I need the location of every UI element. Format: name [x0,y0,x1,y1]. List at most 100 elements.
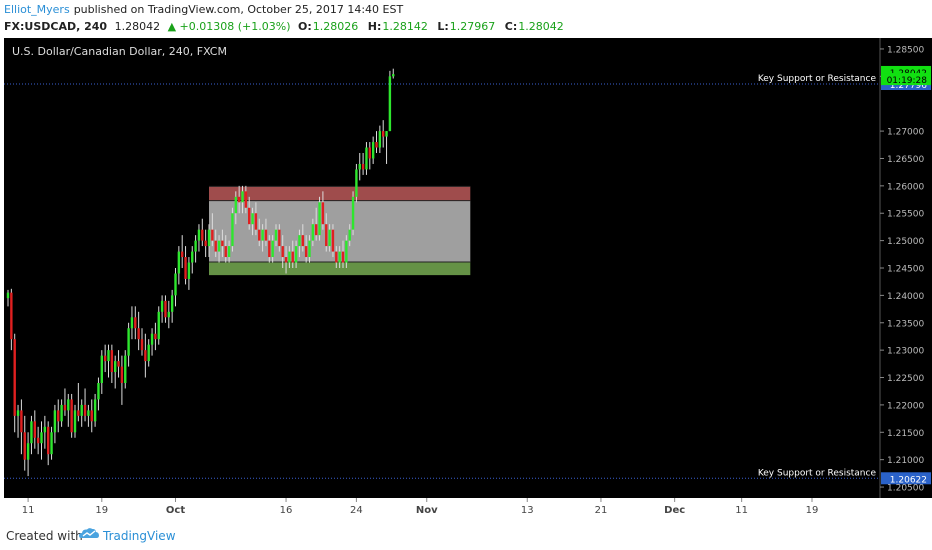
candle-body [77,410,80,416]
price-tick-label: 1.20500 [887,484,924,494]
candle-body [231,213,234,247]
candle-body [23,432,26,460]
candle-body [241,191,244,203]
candle-body [335,251,338,263]
price-tags: 1.2804201:19:28 [881,65,931,86]
candle-body [288,251,291,263]
candle-body [325,224,328,247]
candle-body [365,147,368,170]
candle-body [254,213,258,230]
candle-body [311,224,315,241]
candle-body [194,240,197,252]
candle-body [90,410,93,422]
candle-body [6,292,10,299]
candle-body [117,361,120,367]
ohlc-high-value: 1.28142 [382,20,428,33]
candle-body [258,229,261,241]
price-axis[interactable] [880,38,932,498]
candle-body [268,240,271,258]
candle-body [30,421,33,444]
candle-body [358,163,361,170]
candle-body [63,404,67,411]
candle-body [368,147,371,159]
candle-body [97,383,100,400]
price-tick-label: 1.25000 [887,237,924,247]
price-tick-label: 1.22000 [887,401,924,411]
ohlc-low-label: L: [437,20,449,33]
candle-body [60,404,63,422]
candle-body [331,229,335,252]
candle-body [83,404,87,416]
key-level-label: Key Support or Resistance [758,468,877,478]
tradingview-cloud-icon[interactable] [78,526,100,545]
price-tick-label: 1.21000 [887,456,924,466]
candle-body [170,295,174,312]
time-axis[interactable] [0,498,932,520]
candle-body [392,74,395,77]
author-link[interactable]: Elliot_Myers [4,3,70,16]
time-tick-label: 19 [95,505,108,516]
candle-body [244,191,248,208]
symbol-label[interactable]: FX:USDCAD, 240 [4,20,108,33]
support-zone [209,261,471,276]
candle-body [355,169,358,197]
tradingview-brand-link[interactable]: TradingView [103,529,176,543]
candle-body [214,240,217,252]
candle-body [197,229,201,241]
candle-body [177,251,181,274]
candle-body [80,404,83,416]
candle-body [87,410,90,416]
candle-body [114,361,117,373]
candle-body [264,229,268,241]
chart-header: Elliot_Myers published on TradingView.com… [0,0,932,38]
time-tick-label: 11 [735,505,748,516]
symbol-line: FX:USDCAD, 240 1.28042 ▲ +0.01308 (+1.03… [4,20,570,33]
candle-body [204,240,207,247]
candle-body [234,196,237,214]
candle-body [284,257,288,263]
candle-body [140,339,144,351]
candle-body [50,432,53,455]
candle-body [150,333,154,345]
candle-body [130,317,134,329]
candle-body [33,421,36,438]
candle-body [294,246,298,263]
candle-body [157,311,160,340]
candle-body [278,229,281,247]
candle-body [221,240,224,247]
candle-body [371,142,375,159]
candle-body [147,344,150,362]
price-tick-label: 1.27000 [887,128,924,138]
price-chart[interactable]: Key Support or Resistance 1.27796 Key Supp… [0,38,932,520]
candle-body [261,229,264,241]
candle-body [321,202,325,225]
time-tick-label: Oct [166,505,185,516]
candle-body [164,300,167,318]
candle-body [144,350,147,362]
created-with-text: Created with [6,529,83,543]
price-tick-label: 1.22500 [887,374,924,384]
candle-body [201,229,204,241]
candle-body [328,229,331,247]
time-ticks: 11 19 Oct 16 24 Nov 13 21 Dec 11 19 [22,498,818,516]
candle-body [211,229,214,241]
candle-body [100,355,103,383]
ohlc-low-value: 1.27967 [449,20,496,33]
candle-body [361,163,365,170]
price-tick-label: 1.26000 [887,182,924,192]
candle-body [160,300,164,312]
chart-title: U.S. Dollar/Canadian Dollar, 240, FXCM [12,45,227,58]
candle-body [281,246,284,258]
ohlc-open-label: O: [297,20,312,33]
candle-body [110,350,114,373]
candle-body [53,410,57,433]
price-tick-label: 1.28500 [887,45,924,55]
price-ticks: 1.285001.280001.270001.265001.260001.255… [880,45,924,494]
candle-body [26,443,30,460]
candle-body [251,213,254,225]
price-tag [881,73,931,86]
candle-body [375,142,378,148]
key-level-tag [881,472,931,485]
time-tick-label: 13 [521,505,534,516]
time-tick-label: 16 [280,505,293,516]
